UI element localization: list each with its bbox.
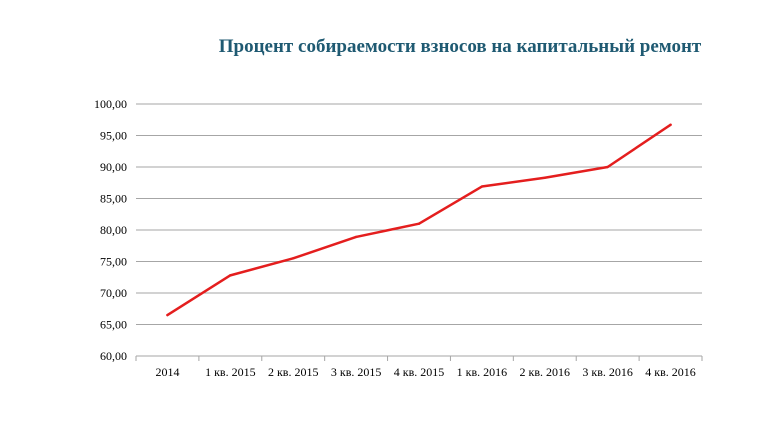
data-point <box>354 235 358 239</box>
y-tick-label: 60,00 <box>100 349 127 363</box>
x-tick-label: 3 кв. 2016 <box>582 365 633 379</box>
data-point <box>229 274 232 277</box>
x-tick-label: 2 кв. 2015 <box>268 365 319 379</box>
y-tick-label: 75,00 <box>100 255 127 269</box>
grid-lines <box>136 103 702 325</box>
y-tick-label: 85,00 <box>100 192 127 206</box>
x-tick-labels: 2014 1 кв. 2015 2 кв. 2015 3 кв. 2015 4 кв. … <box>155 365 695 379</box>
x-tick-label: 1 кв. 2016 <box>457 365 508 379</box>
x-tick-label: 2014 <box>155 365 179 379</box>
data-point <box>417 222 421 225</box>
axes <box>135 355 703 361</box>
y-tick-label: 65,00 <box>100 318 127 332</box>
data-point <box>480 185 484 188</box>
x-tick-label: 1 кв. 2015 <box>205 365 256 379</box>
data-point <box>166 313 169 317</box>
y-tick-label: 100,00 <box>94 97 127 111</box>
data-point <box>606 165 609 169</box>
y-tick-labels: 60,00 65,00 70,00 75,00 80,00 85,00 90,00 95,00… <box>94 97 127 363</box>
data-point <box>543 176 546 179</box>
y-tick-label: 70,00 <box>100 286 127 300</box>
y-tick-label: 95,00 <box>100 129 127 143</box>
x-tick-label: 3 кв. 2015 <box>331 365 382 379</box>
series-line <box>166 123 672 317</box>
chart-title: Процент собираемости взносов на капиталь… <box>218 36 702 57</box>
data-point <box>292 257 295 260</box>
series-lines <box>166 123 672 317</box>
x-tick-label: 4 кв. 2015 <box>394 365 445 379</box>
y-tick-label: 90,00 <box>100 160 127 174</box>
data-point <box>669 123 672 126</box>
y-tick-label: 80,00 <box>100 223 127 237</box>
x-tick-label: 2 кв. 2016 <box>520 365 571 379</box>
x-tick-label: 4 кв. 2016 <box>645 365 696 379</box>
